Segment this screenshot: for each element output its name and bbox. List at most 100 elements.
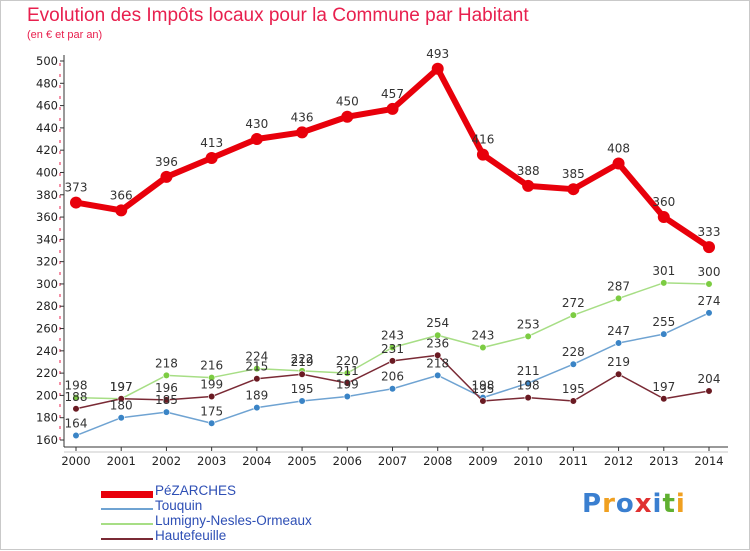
x-tick-label: 2004 — [242, 454, 271, 468]
data-point — [70, 196, 82, 209]
data-point — [115, 204, 128, 217]
plot-area — [64, 57, 728, 447]
data-point — [524, 394, 532, 402]
data-point — [386, 102, 399, 115]
x-tick-label: 2014 — [694, 454, 723, 468]
x-tick-label: 2012 — [604, 454, 633, 468]
proxiti-logo: Proxiti — [582, 489, 686, 519]
data-label: 197 — [110, 380, 133, 394]
logo-letter: t — [662, 489, 676, 519]
data-label: 164 — [65, 417, 88, 431]
x-tick-label: 2008 — [423, 454, 452, 468]
data-label: 189 — [245, 389, 268, 403]
x-tick-label: 2009 — [468, 454, 497, 468]
data-point — [208, 392, 216, 401]
data-label: 219 — [291, 355, 314, 369]
data-label: 243 — [471, 328, 494, 342]
data-label: 450 — [336, 95, 359, 109]
data-label: 416 — [471, 133, 494, 147]
data-label: 413 — [200, 136, 223, 150]
legend-swatch — [101, 523, 153, 525]
data-point — [434, 371, 442, 379]
legend-label: PéZARCHES — [155, 483, 237, 498]
data-point — [569, 360, 577, 368]
data-label: 253 — [517, 317, 540, 331]
data-point — [479, 343, 487, 352]
data-point — [657, 211, 670, 224]
y-tick-label: 480 — [36, 76, 58, 90]
data-point — [660, 330, 668, 338]
data-label: 195 — [562, 382, 585, 396]
x-tick-label: 2000 — [61, 454, 90, 468]
data-label: 211 — [336, 364, 359, 378]
data-label: 287 — [607, 279, 630, 293]
data-point — [117, 414, 125, 422]
data-label: 396 — [155, 155, 178, 169]
logo-letter: i — [675, 489, 686, 519]
legend-swatch — [101, 508, 153, 510]
x-tick-label: 2005 — [287, 454, 316, 468]
data-point — [298, 370, 306, 378]
data-point — [569, 311, 577, 319]
y-tick-label: 180 — [36, 411, 58, 425]
chart-subtitle: (en € et par an) — [27, 29, 103, 41]
y-tick-label: 320 — [36, 255, 58, 269]
data-label: 436 — [291, 110, 314, 124]
data-label: 197 — [110, 380, 133, 394]
y-tick-label: 240 — [36, 344, 58, 358]
data-point — [614, 339, 623, 347]
data-label: 180 — [110, 399, 133, 413]
y-tick-label: 360 — [36, 210, 58, 224]
data-point — [569, 397, 577, 405]
logo-letter: i — [652, 489, 663, 519]
data-label: 224 — [245, 350, 268, 364]
data-point — [250, 133, 263, 146]
legend-label: Lumigny-Nesles-Ormeaux — [155, 513, 312, 528]
data-label: 301 — [652, 264, 675, 278]
data-point — [117, 395, 125, 403]
data-point — [343, 392, 351, 401]
data-label: 254 — [426, 316, 449, 330]
data-point — [162, 396, 171, 404]
data-point — [72, 431, 80, 440]
data-label: 215 — [245, 360, 268, 374]
data-label: 228 — [562, 345, 585, 359]
data-point — [614, 370, 623, 378]
logo-letter: r — [602, 489, 616, 519]
data-point — [72, 405, 80, 413]
x-tick-label: 2002 — [152, 454, 181, 468]
legend-label: Touquin — [155, 498, 203, 513]
data-label: 185 — [155, 393, 178, 407]
data-label: 188 — [65, 390, 88, 404]
x-tick-label: 2001 — [107, 454, 136, 468]
data-point — [479, 397, 487, 405]
data-point — [208, 419, 216, 427]
data-point — [524, 332, 532, 340]
data-point — [343, 369, 351, 377]
data-point — [253, 404, 261, 412]
data-point — [567, 183, 580, 196]
data-label: 195 — [471, 382, 494, 396]
x-tick-label: 2010 — [514, 454, 543, 468]
logo-letter: P — [582, 489, 603, 519]
y-tick-label: 200 — [36, 388, 58, 402]
data-point — [524, 379, 532, 387]
data-point — [388, 343, 397, 352]
data-label: 333 — [698, 225, 721, 239]
x-tick-label: 2006 — [333, 454, 362, 468]
data-point — [522, 179, 535, 192]
data-label: 198 — [471, 379, 494, 393]
data-point — [341, 110, 354, 123]
chart-title: Evolution des Impôts locaux pour la Comm… — [27, 5, 529, 26]
y-tick-label: 440 — [36, 121, 58, 135]
data-label: 408 — [607, 142, 630, 156]
data-label: 204 — [698, 372, 721, 386]
data-point — [476, 148, 489, 161]
data-point — [660, 279, 668, 287]
data-point — [434, 331, 442, 339]
x-tick-label: 2003 — [197, 454, 226, 468]
data-point — [160, 170, 173, 183]
data-label: 360 — [652, 195, 675, 209]
